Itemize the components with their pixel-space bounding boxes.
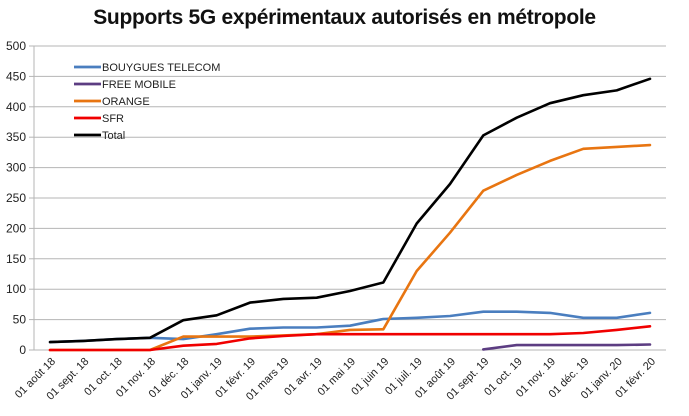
y-tick-label: 50 [13,313,27,327]
series-lines [48,77,652,352]
legend-label: Total [102,130,125,142]
y-tick-label: 350 [6,130,26,144]
y-tick-label: 250 [6,191,26,205]
y-tick-label: 200 [6,221,26,235]
series-line-free-mobile [482,343,652,351]
legend-item-orange: ORANGE [74,96,150,108]
series-line-total [48,77,652,344]
y-tick-label: 100 [6,282,26,296]
y-tick-label: 500 [6,39,26,53]
legend-item-free-mobile: FREE MOBILE [74,79,176,91]
legend-label: FREE MOBILE [102,79,176,91]
legend: BOUYGUES TELECOM FREE MOBILE ORANGE SFR Tota… [74,62,220,142]
legend-label: SFR [102,113,124,125]
gridlines [34,45,666,321]
y-tick-label: 400 [6,100,26,114]
y-tick-label: 150 [6,252,26,266]
y-tick-label: 450 [6,69,26,83]
legend-item-sfr: SFR [74,113,124,125]
legend-label: BOUYGUES TELECOM [102,62,220,74]
legend-label: ORANGE [102,96,150,108]
chart-title: Supports 5G expérimentaux autorisés en m… [93,6,596,29]
legend-item-bouygues-telecom: BOUYGUES TELECOM [74,62,220,74]
y-axis-ticks: 0 50 100 150 200 250 300 350 400 450 500 [6,39,34,357]
y-tick-label: 300 [6,161,26,175]
series-line-sfr [48,325,652,352]
legend-item-total: Total [74,130,125,142]
y-tick-label: 0 [19,343,26,357]
